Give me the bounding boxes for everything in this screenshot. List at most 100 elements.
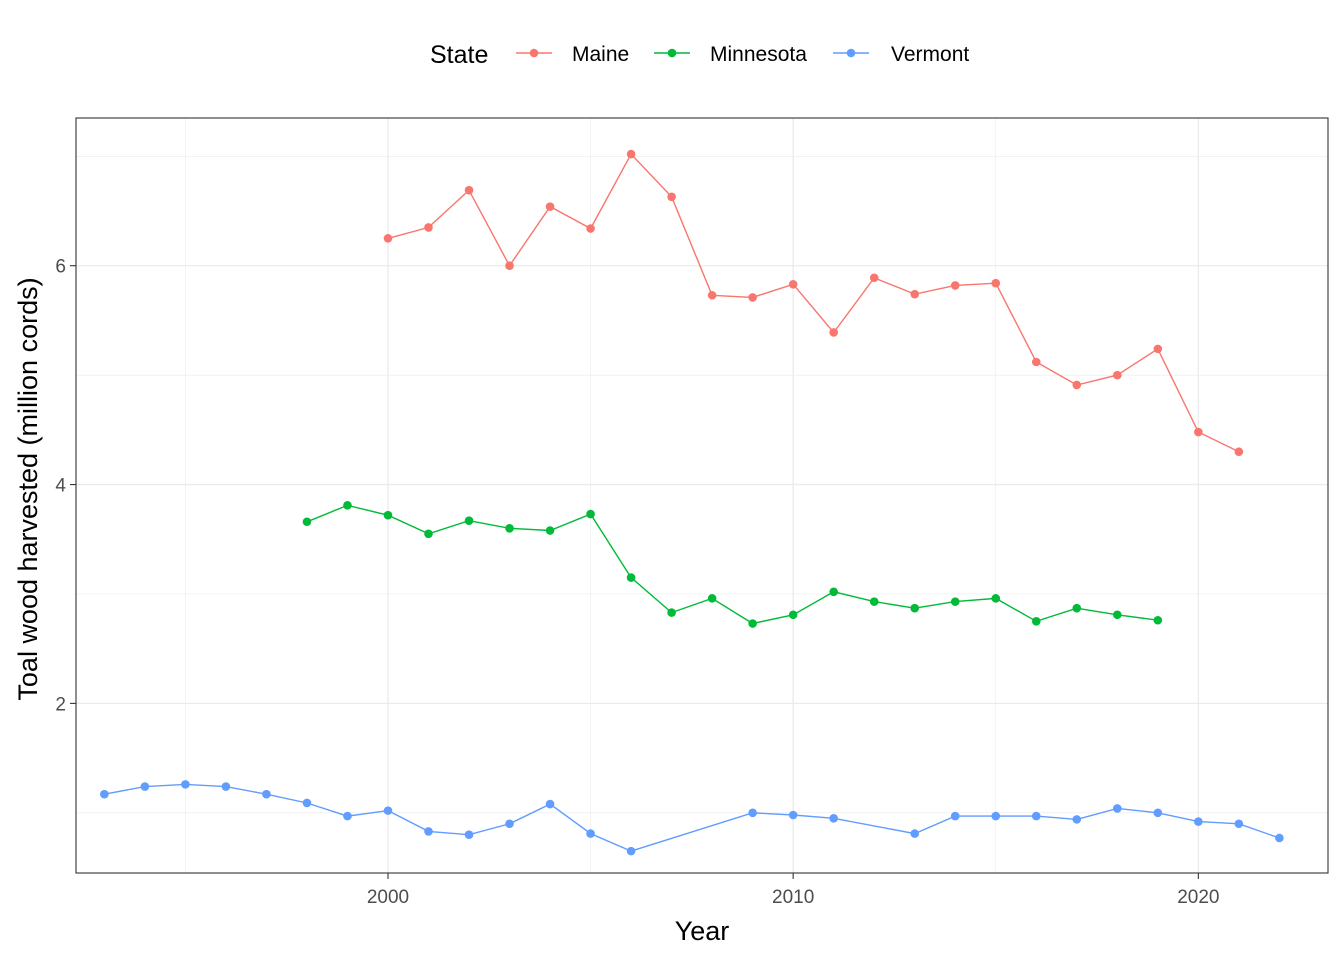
series-layer [100, 149, 1284, 856]
plot-panel [76, 118, 1328, 873]
data-point-maine [991, 278, 1001, 288]
data-point-minnesota [545, 526, 555, 535]
data-point-minnesota [829, 587, 838, 597]
legend-title: State [430, 41, 488, 69]
data-point-vermont [302, 798, 312, 808]
data-point-maine [748, 293, 757, 302]
data-point-vermont [545, 799, 555, 809]
series-vermont [100, 780, 1284, 856]
data-point-minnesota [788, 610, 798, 620]
data-point-vermont [950, 811, 960, 821]
data-point-minnesota [950, 597, 960, 606]
data-point-vermont [586, 829, 595, 838]
data-point-maine [869, 273, 879, 283]
data-point-maine [545, 202, 555, 211]
data-point-maine [424, 223, 433, 232]
data-point-minnesota [910, 603, 920, 613]
data-point-vermont [788, 810, 798, 820]
data-point-maine [950, 281, 960, 290]
legend: State Maine Minnesota Vermont [430, 41, 969, 69]
series-line-minnesota [306, 504, 1158, 625]
data-point-vermont [1275, 833, 1284, 843]
data-point-vermont [343, 811, 352, 821]
data-point-vermont [991, 811, 1001, 821]
data-point-maine [464, 185, 474, 195]
legend-item-maine: Maine [516, 43, 629, 66]
legend-item-vermont: Vermont [833, 43, 969, 66]
data-point-minnesota [1072, 603, 1082, 613]
axes: 2000 2010 2020 2 4 6 [55, 257, 1219, 908]
data-point-minnesota [991, 594, 1001, 603]
data-point-vermont [140, 782, 150, 791]
data-point-maine [586, 224, 595, 233]
data-point-maine [383, 234, 393, 243]
data-point-vermont [748, 808, 757, 818]
y-tick-label: 6 [55, 257, 66, 278]
data-point-vermont [1194, 817, 1203, 826]
legend-label-minnesota: Minnesota [710, 43, 807, 66]
data-point-maine [829, 328, 838, 337]
series-maine [383, 149, 1244, 457]
data-point-vermont [181, 780, 190, 789]
data-point-maine [667, 192, 676, 202]
data-point-vermont [262, 789, 271, 799]
data-point-vermont [464, 830, 474, 840]
legend-label-maine: Maine [572, 43, 629, 66]
plot-border [75, 117, 1329, 874]
data-point-minnesota [1031, 617, 1041, 626]
data-point-vermont [1072, 815, 1082, 824]
data-point-minnesota [1153, 615, 1163, 625]
data-point-vermont [626, 846, 636, 856]
data-point-maine [1153, 344, 1163, 354]
legend-item-minnesota: Minnesota [654, 43, 807, 66]
legend-key-point-maine [529, 48, 539, 58]
data-point-vermont [383, 806, 393, 815]
data-point-maine [1234, 447, 1244, 457]
series-minnesota [302, 501, 1163, 628]
data-point-vermont [424, 827, 433, 836]
data-point-minnesota [707, 594, 717, 603]
data-point-vermont [829, 813, 838, 823]
y-tick-label: 4 [55, 476, 66, 497]
y-axis-title: Toal wood harvested (million cords) [13, 277, 43, 700]
data-point-minnesota [302, 517, 312, 527]
data-point-maine [1113, 370, 1122, 380]
data-point-minnesota [424, 529, 433, 539]
data-point-maine [910, 289, 920, 299]
data-point-minnesota [869, 597, 879, 606]
data-point-vermont [1153, 808, 1163, 818]
x-tick-label: 2000 [367, 887, 409, 908]
data-point-maine [788, 280, 798, 289]
x-tick-label: 2010 [772, 887, 814, 908]
data-point-minnesota [586, 509, 595, 519]
data-point-vermont [910, 829, 920, 838]
data-point-maine [1072, 380, 1082, 390]
y-tick-label: 2 [55, 694, 66, 715]
data-point-vermont [100, 789, 109, 799]
data-point-minnesota [383, 510, 393, 520]
data-point-minnesota [343, 501, 352, 510]
data-point-vermont [1031, 811, 1041, 821]
data-point-maine [505, 261, 514, 271]
data-point-minnesota [464, 516, 474, 525]
data-point-maine [1031, 357, 1041, 367]
data-point-maine [1194, 427, 1203, 437]
data-point-vermont [1234, 819, 1244, 829]
data-point-minnesota [1113, 610, 1122, 620]
data-point-vermont [505, 819, 514, 829]
data-point-minnesota [626, 573, 636, 582]
x-tick-label: 2020 [1177, 887, 1219, 908]
data-point-vermont [221, 782, 231, 791]
series-line-maine [387, 152, 1240, 453]
legend-key-point-vermont [846, 48, 856, 58]
major-gridlines [76, 118, 1328, 873]
data-point-minnesota [748, 619, 757, 628]
data-point-maine [626, 149, 636, 159]
legend-label-vermont: Vermont [891, 43, 969, 66]
data-point-vermont [1113, 804, 1122, 813]
data-point-maine [707, 290, 717, 300]
plot-area [75, 117, 1329, 874]
x-axis-title: Year [675, 916, 730, 946]
legend-key-point-minnesota [667, 48, 677, 58]
